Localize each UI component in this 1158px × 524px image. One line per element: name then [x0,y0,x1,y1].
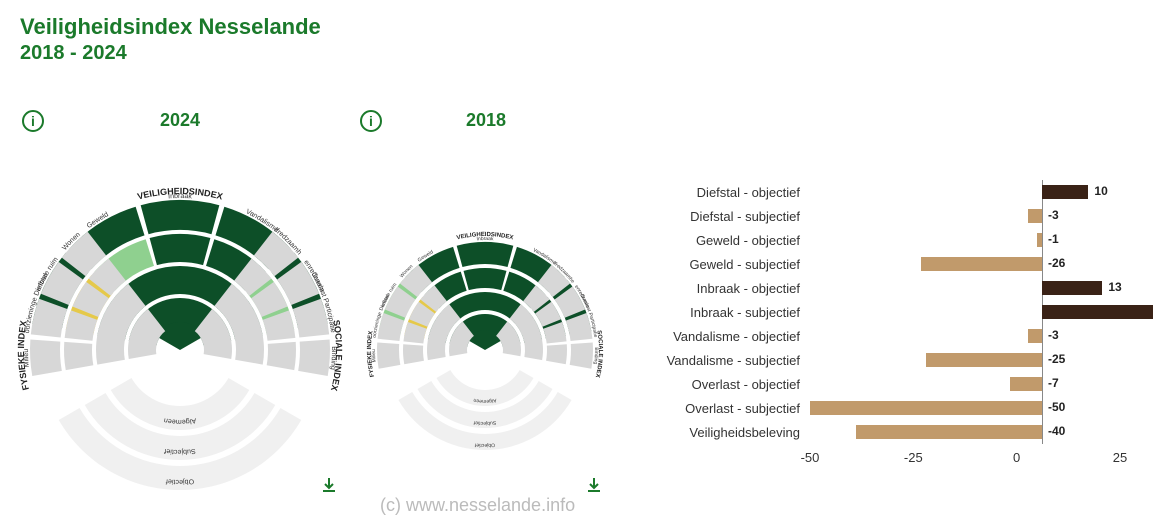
zero-line [1042,204,1043,228]
bar[interactable] [921,257,1042,271]
bar-row: Inbraak - subjectief24 [610,300,1158,324]
bar-value: -7 [1048,376,1059,390]
x-tick: -50 [801,450,820,465]
download-icon[interactable] [320,476,338,494]
bar-row: Diefstal - objectief 10 [610,180,1158,204]
zero-line [1042,228,1043,252]
bar[interactable] [856,425,1042,439]
bar-label: Geweld - objectief [610,233,810,248]
bar-label: Vandalisme - objectief [610,329,810,344]
bar-value: -3 [1048,328,1059,342]
content: i2024DiefstalGeweldInbraakVandalismeOver… [0,90,1158,524]
zero-line [1042,348,1043,372]
bar-label: Diefstal - objectief [610,185,810,200]
bar-row: Vandalisme - objectief -3 [610,324,1158,348]
bar-track: -3 [810,324,1158,348]
bar-value: -3 [1048,208,1059,222]
side-label: Voorzieningen [350,90,383,338]
side-outer[interactable] [377,342,400,368]
bar[interactable] [1028,209,1042,223]
bar[interactable] [1042,305,1153,319]
bar-label: Vandalisme - subjectief [610,353,810,368]
bar-track: 13 [810,276,1158,300]
bottom-label: Objectief [474,441,495,448]
seg-outer-2[interactable] [141,200,220,234]
page-title: Veiligheidsindex Nesselande [20,14,1158,40]
x-tick: 25 [1113,450,1127,465]
side-mid[interactable] [64,342,93,370]
seg-mid-2[interactable] [150,234,211,265]
bar-label: Diefstal - subjectief [610,209,810,224]
x-tick: 0 [1013,450,1020,465]
bar[interactable] [1010,377,1042,391]
watermark: (c) www.nesselande.info [380,495,575,516]
bar[interactable] [1042,281,1102,295]
bar-value: 10 [1094,184,1107,198]
bar-track: -1 [810,228,1158,252]
side-outer[interactable] [570,342,593,368]
bar-value: -26 [1048,256,1065,270]
bar-track: -7 [810,372,1158,396]
page-subtitle: 2018 - 2024 [20,42,1158,65]
bar-row: Overlast - objectief -7 [610,372,1158,396]
bar-track: -25 [810,348,1158,372]
side-mid[interactable] [546,344,567,364]
bar-row: Inbraak - objectief 13 [610,276,1158,300]
bar-value: -50 [1048,400,1065,414]
bar-value: -25 [1048,352,1065,366]
bottom-label: Objectief [166,477,195,485]
side-mid[interactable] [267,342,296,370]
x-tick: -25 [904,450,923,465]
bar-label: Inbraak - objectief [610,281,810,296]
zero-line [1042,396,1043,420]
download-icon[interactable] [585,476,603,494]
bar[interactable] [810,401,1042,415]
bar-track: -40 [810,420,1158,444]
bar-row: Veiligheidsbeleving -40 [610,420,1158,444]
bar-value: -40 [1048,424,1065,438]
bar-row: Vandalisme - subjectief -25 [610,348,1158,372]
side-label: Voorzieningen [0,90,39,334]
bar-value: 13 [1108,280,1121,294]
bar-track: 24 [810,300,1158,324]
sunburst-2024: i2024DiefstalGeweldInbraakVandalismeOver… [0,90,350,524]
bar-label: Overlast - objectief [610,377,810,392]
bottom-label: Subjectief [473,419,497,426]
zero-line [1042,420,1043,444]
bar-track: -26 [810,252,1158,276]
zero-line [1042,372,1043,396]
side-outer[interactable] [30,340,62,377]
diff-barchart: Diefstal - objectief 10 Diefstal - subject… [610,90,1158,524]
sunburst-2018: i2018DiefstalGeweldInbraakVandalismeOver… [350,90,610,524]
bar-value: -1 [1048,232,1059,246]
bar-label: Veiligheidsbeleving [610,425,810,440]
bar-row: Geweld - objectief -1 [610,228,1158,252]
bar-track: 10 [810,180,1158,204]
zero-line [1042,252,1043,276]
bar[interactable] [1037,233,1042,247]
bar-row: Diefstal - subjectief -3 [610,204,1158,228]
bar-label: Overlast - subjectief [610,401,810,416]
bar-row: Geweld - subjectief -26 [610,252,1158,276]
bar[interactable] [926,353,1042,367]
side-label: Openbare ruimte [350,90,398,308]
bar[interactable] [1028,329,1042,343]
seg-outer-2[interactable] [457,242,514,267]
bar-label: Inbraak - subjectief [610,305,810,320]
bar-track: -3 [810,204,1158,228]
seg-mid-2[interactable] [464,268,507,290]
bar-row: Overlast - subjectief -50 [610,396,1158,420]
side-label: Openbare ruimte [0,90,60,292]
zero-line [1042,324,1043,348]
header: Veiligheidsindex Nesselande 2018 - 2024 [0,0,1158,65]
bar-label: Geweld - subjectief [610,257,810,272]
side-outer[interactable] [298,340,330,377]
side-mid[interactable] [403,344,424,364]
bar[interactable] [1042,185,1088,199]
bar-track: -50 [810,396,1158,420]
